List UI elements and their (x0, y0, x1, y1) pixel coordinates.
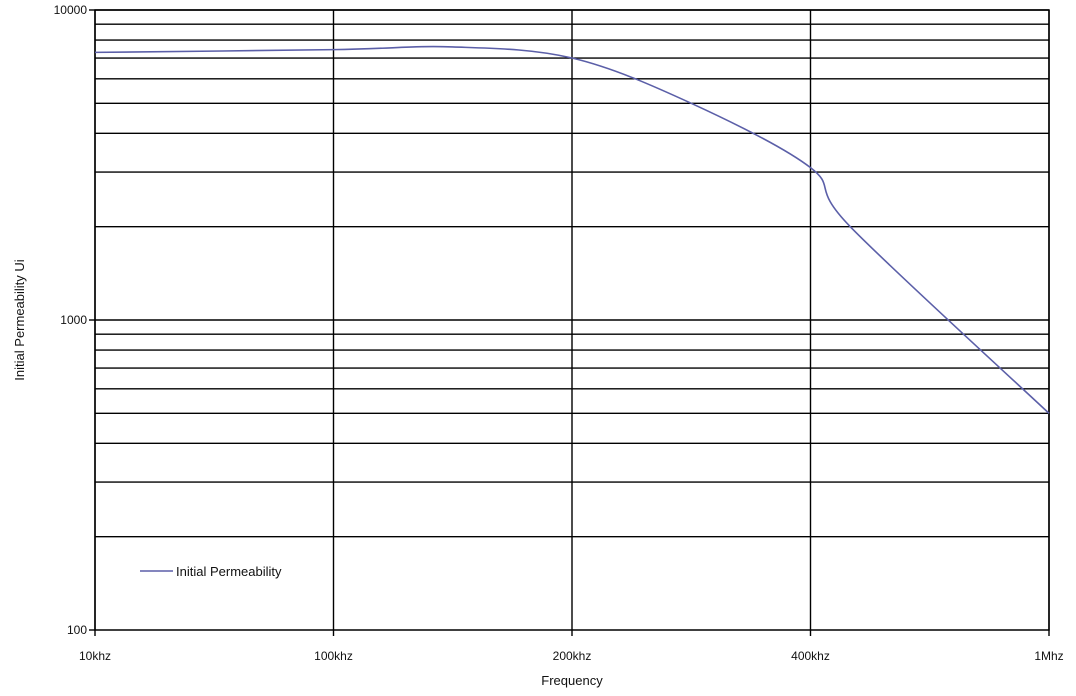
series-layer (94, 45, 1050, 414)
legend: Initial Permeability (140, 564, 282, 579)
x-tick-label: 400khz (791, 649, 830, 663)
plot-frame (94, 9, 1050, 631)
tick-labels: 10khz 100khz 200khz 400khz 1Mhz 100 1000 10000 (54, 3, 1064, 663)
x-tick-label: 1Mhz (1034, 649, 1063, 663)
series-line-initial-permeability (94, 45, 1050, 414)
y-tick-label: 100 (67, 623, 87, 637)
x-tick-label: 200khz (553, 649, 592, 663)
grid (89, 9, 1050, 636)
y-tick-label: 10000 (54, 3, 88, 17)
x-tick-label: 100khz (314, 649, 353, 663)
x-axis-title: Frequency (541, 673, 603, 688)
x-tick-label: 10khz (79, 649, 111, 663)
y-axis-title: Initial Permeability Ui (12, 259, 27, 380)
y-tick-label: 1000 (60, 313, 87, 327)
legend-label: Initial Permeability (176, 564, 282, 579)
